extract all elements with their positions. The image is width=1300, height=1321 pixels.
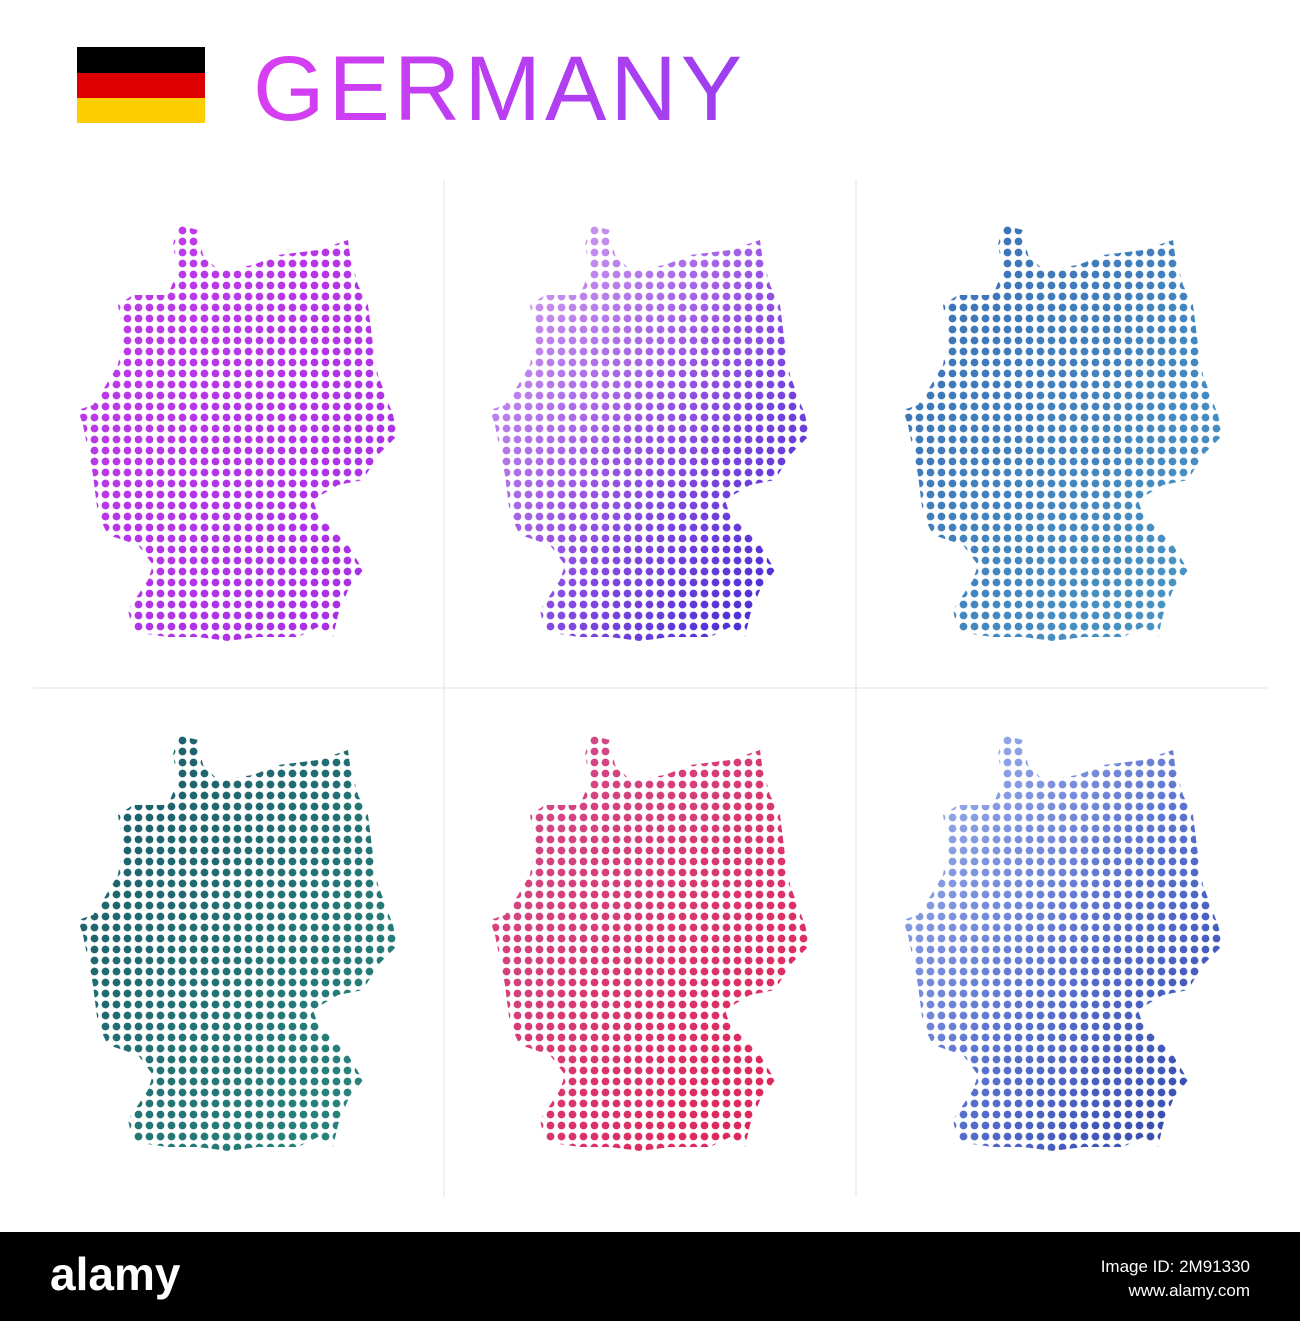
- dotted-map: [78, 735, 418, 1165]
- title: GERMANY: [253, 38, 746, 140]
- url: www.alamy.com: [1127, 1281, 1250, 1300]
- flag: [77, 47, 205, 123]
- brand: alamy: [50, 1248, 181, 1300]
- dotted-map: [490, 735, 830, 1165]
- dotted-map: [78, 225, 418, 655]
- dividers: [33, 180, 1267, 1197]
- dotted-map: [903, 225, 1243, 655]
- dotted-map: [903, 735, 1243, 1165]
- footer-bar: [0, 1232, 1300, 1321]
- dotted-map: [490, 225, 830, 655]
- image-id: Image ID: 2M91330: [1101, 1257, 1250, 1276]
